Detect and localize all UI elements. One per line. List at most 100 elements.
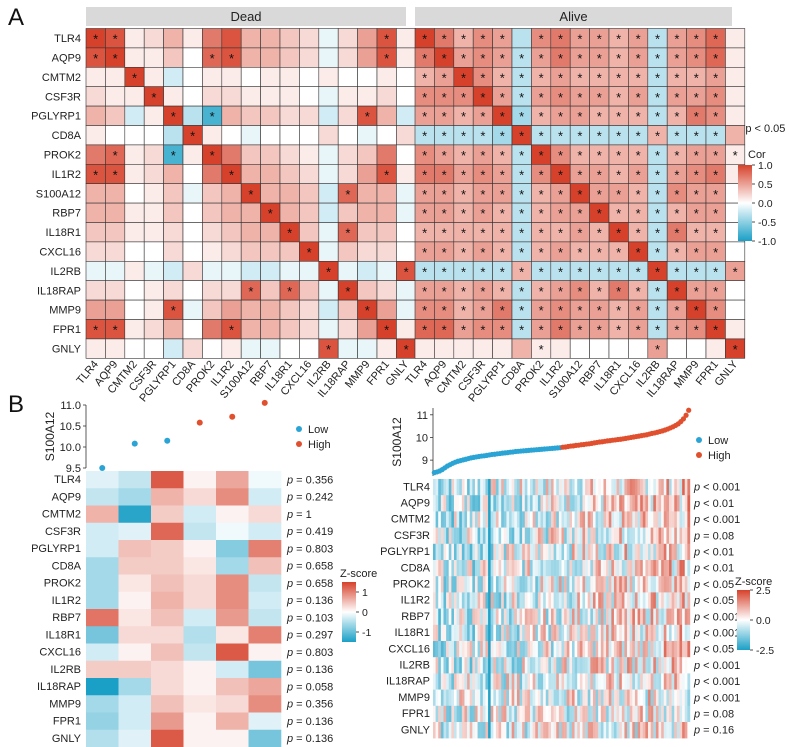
z-cell (151, 488, 184, 506)
z-cell (556, 576, 559, 592)
z-cell (672, 657, 675, 673)
z-cell (480, 690, 483, 706)
heatmap-cell (86, 87, 105, 106)
significance-star: * (597, 303, 602, 318)
heatmap-cell (299, 184, 318, 203)
z-row-label: MMP9 (49, 698, 81, 710)
z-cell (624, 609, 627, 625)
heatmap-cell (319, 281, 338, 300)
z-cell (478, 479, 481, 495)
z-cell (449, 641, 452, 657)
z-cell (661, 657, 664, 673)
z-cell (504, 706, 507, 722)
zscore-tick-label: 2.5 (756, 585, 771, 597)
z-row-label: IL18RAP (386, 676, 430, 688)
z-cell (467, 625, 470, 641)
z-cell (677, 706, 680, 722)
heatmap-cell (86, 300, 105, 319)
z-cell (472, 609, 475, 625)
z-cell (467, 706, 470, 722)
z-cell (651, 625, 654, 641)
z-cell (506, 706, 509, 722)
z-cell (614, 706, 617, 722)
z-cell (672, 544, 675, 560)
z-cell (151, 557, 184, 575)
z-cell (499, 560, 502, 576)
z-cell (666, 479, 669, 495)
significance-star: * (480, 245, 485, 260)
z-cell (606, 673, 609, 689)
significance-star: * (674, 129, 679, 144)
z-cell (567, 625, 570, 641)
significance-star: * (442, 187, 447, 202)
z-cell (656, 609, 659, 625)
z-cell (525, 592, 528, 608)
z-cell (525, 673, 528, 689)
z-cell (525, 528, 528, 544)
z-cell (438, 576, 441, 592)
z-cell (685, 495, 688, 511)
heatmap-cell (261, 67, 280, 86)
z-cell (462, 511, 465, 527)
z-cell (496, 479, 499, 495)
significance-star: * (733, 342, 738, 357)
z-cell (119, 626, 152, 644)
z-cell (664, 560, 667, 576)
z-cell (651, 706, 654, 722)
significance-star: * (616, 70, 621, 85)
z-cell (609, 673, 612, 689)
z-cell (512, 722, 515, 738)
p-value-label: p = 0.136 (286, 664, 333, 676)
z-cell (622, 479, 625, 495)
z-cell (601, 722, 604, 738)
z-cell (643, 576, 646, 592)
z-row-label: CXCL16 (39, 647, 81, 659)
z-cell (638, 673, 641, 689)
significance-star: * (480, 32, 485, 47)
z-cell (572, 511, 575, 527)
z-cell (514, 528, 517, 544)
heatmap-cell (144, 242, 163, 261)
z-cell (580, 625, 583, 641)
significance-star: * (577, 90, 582, 105)
z-cell (527, 609, 530, 625)
z-cell (480, 657, 483, 673)
heatmap-cell (319, 320, 338, 339)
significance-star: * (442, 51, 447, 66)
z-cell (475, 495, 478, 511)
heatmap-cell (299, 320, 318, 339)
significance-star: * (655, 323, 660, 338)
z-cell (653, 657, 656, 673)
z-cell (438, 657, 441, 673)
z-cell (151, 471, 184, 489)
z-cell (638, 479, 641, 495)
z-cell (470, 511, 473, 527)
z-cell (249, 523, 282, 541)
z-cell (443, 609, 446, 625)
z-cell (672, 609, 675, 625)
z-cell (588, 641, 591, 657)
z-cell (485, 528, 488, 544)
z-cell (543, 722, 546, 738)
z-cell (504, 690, 507, 706)
z-cell (687, 657, 690, 673)
significance-star: * (365, 303, 370, 318)
significance-star: * (694, 109, 699, 124)
z-cell (483, 706, 486, 722)
z-cell (635, 576, 638, 592)
z-cell (538, 690, 541, 706)
z-cell (443, 495, 446, 511)
z-cell (446, 690, 449, 706)
z-cell (622, 560, 625, 576)
z-cell (86, 609, 119, 627)
z-cell (664, 625, 667, 641)
z-cell (438, 722, 441, 738)
z-cell (499, 479, 502, 495)
z-cell (590, 528, 593, 544)
z-cell (653, 495, 656, 511)
data-point-high (683, 413, 688, 418)
z-cell (546, 625, 549, 641)
significance-star: * (113, 32, 118, 47)
z-cell (685, 657, 688, 673)
significance-star: * (616, 264, 621, 279)
